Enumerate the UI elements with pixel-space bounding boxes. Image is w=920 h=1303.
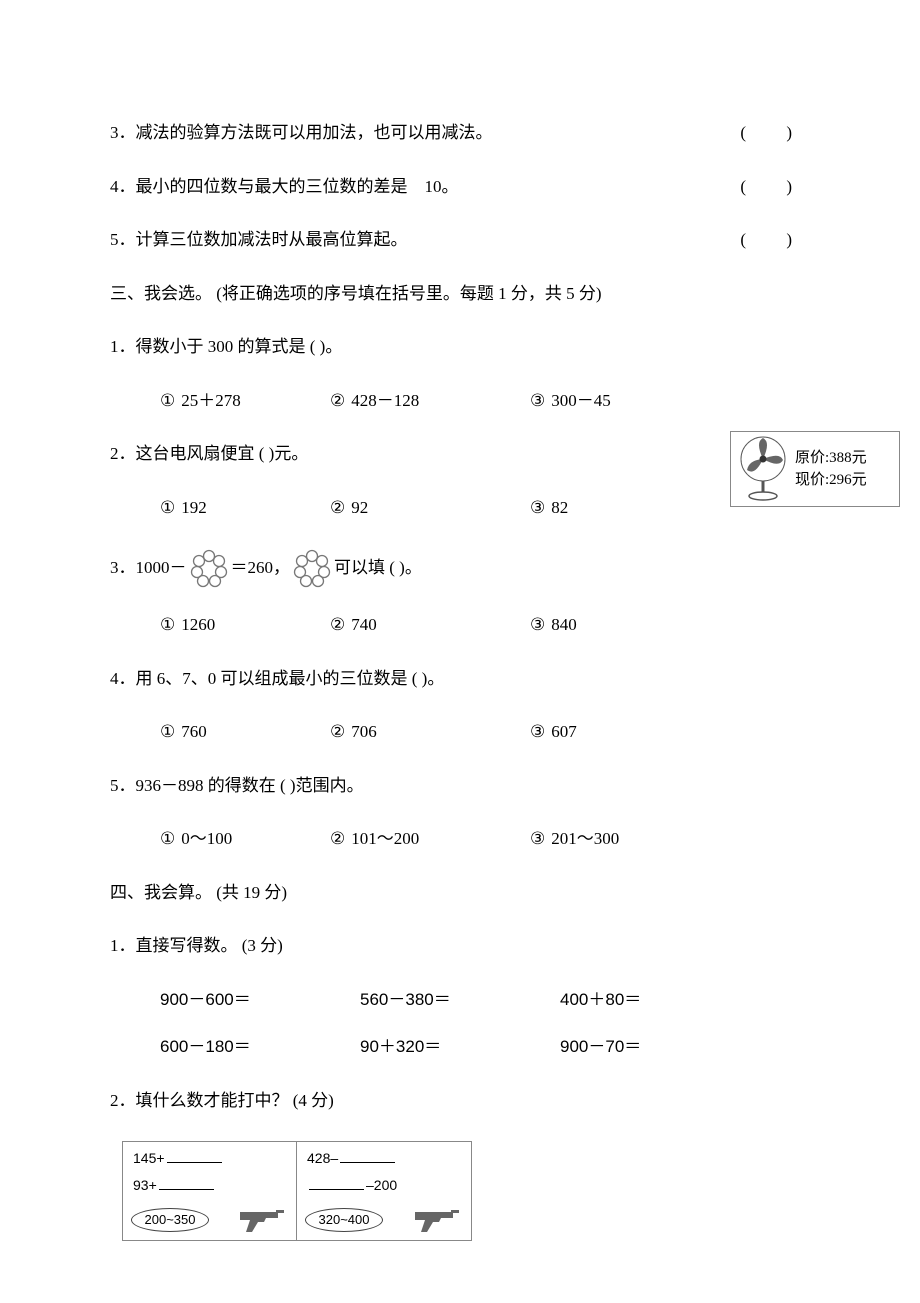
option-2[interactable]: ②428－128 [330,388,530,414]
shoot-box-1: 145+ 93+ 200~350 [122,1141,297,1241]
tf-q5-text: 5．计算三位数加减法时从最高位算起。 [110,227,740,253]
tf-q4-text: 4．最小的四位数与最大的三位数的差是 10。 [110,174,740,200]
calc-cell[interactable]: 900－600＝ [160,987,360,1013]
s3-q5-text: 5．936－898 的得数在 ( )范围内。 [110,773,810,799]
s3-q2-block: 2．这台电风扇便宜 ( )元。 ①192 ②92 ③82 原价:388元 现价:… [110,441,810,520]
flower-icon [292,548,332,588]
s4-q1-text: 1．直接写得数。 (3 分) [110,933,810,959]
s3-q3-options: ①1260 ②740 ③840 [110,612,810,638]
calc-cell[interactable]: 90＋320＝ [360,1034,560,1060]
option-1[interactable]: ①25＋278 [160,388,330,414]
fan-price-box: 原价:388元 现价:296元 [730,431,900,507]
shoot-line-2: 93+ [133,1175,286,1196]
fan-price-text: 原价:388元 现价:296元 [795,447,867,492]
calc-cell[interactable]: 400＋80＝ [560,987,760,1013]
s3-q1-text: 1．得数小于 300 的算式是 ( )。 [110,334,810,360]
shoot-line-1: 428– [307,1148,461,1169]
pistol-icon [413,1206,461,1234]
option-2[interactable]: ②706 [330,719,530,745]
shoot-line-2: –200 [307,1175,461,1196]
target-range: 200~350 [131,1208,209,1232]
fan-icon [735,434,795,504]
tf-question-3: 3．减法的验算方法既可以用加法，也可以用减法。 ( ) [110,120,810,146]
option-3[interactable]: ③82 [530,495,700,521]
s3-q1-options: ①25＋278 ②428－128 ③300－45 [110,388,810,414]
answer-paren[interactable]: ( ) [740,120,810,146]
s3-q2-options: ①192 ②92 ③82 [110,495,810,521]
s3-q4-text: 4．用 6、7、0 可以组成最小的三位数是 ( )。 [110,666,810,692]
option-3[interactable]: ③607 [530,719,700,745]
blank-input[interactable] [159,1178,214,1190]
target-range: 320~400 [305,1208,383,1232]
s3-q2-text: 2．这台电风扇便宜 ( )元。 [110,441,810,467]
s3-q5-options: ①0～100 ②101～200 ③201～300 [110,826,810,852]
current-price: 现价:296元 [795,469,867,492]
pistol-icon [238,1206,286,1234]
calc-cell[interactable]: 560－380＝ [360,987,560,1013]
option-3[interactable]: ③840 [530,612,700,638]
blank-input[interactable] [309,1178,364,1190]
mental-math-grid: 900－600＝ 560－380＝ 400＋80＝ 600－180＝ 90＋32… [110,987,810,1060]
section-3-heading: 三、我会选。 (将正确选项的序号填在括号里。每题 1 分，共 5 分) [110,281,810,307]
answer-paren[interactable]: ( ) [740,227,810,253]
blank-input[interactable] [340,1151,395,1163]
option-2[interactable]: ②101～200 [330,826,530,852]
tf-q3-text: 3．减法的验算方法既可以用加法，也可以用减法。 [110,120,740,146]
option-2[interactable]: ②740 [330,612,530,638]
shooting-boxes: 145+ 93+ 200~350 428– –200 320~400 [122,1141,810,1241]
calc-cell[interactable]: 900－70＝ [560,1034,760,1060]
answer-paren[interactable]: ( ) [740,174,810,200]
original-price: 原价:388元 [795,447,867,470]
flower-icon [189,548,229,588]
section-4-heading: 四、我会算。 (共 19 分) [110,880,810,906]
shoot-box-2: 428– –200 320~400 [297,1141,472,1241]
option-1[interactable]: ①0～100 [160,826,330,852]
option-1[interactable]: ①1260 [160,612,330,638]
s4-q2-text: 2．填什么数才能打中？ (4 分) [110,1088,810,1114]
blank-input[interactable] [167,1151,222,1163]
option-3[interactable]: ③300－45 [530,388,700,414]
option-1[interactable]: ①192 [160,495,330,521]
option-2[interactable]: ②92 [330,495,530,521]
shoot-line-1: 145+ [133,1148,286,1169]
s3-q3-text: 3．1000－ ＝260， 可以填 ( )。 [110,548,810,588]
s3-q4-options: ①760 ②706 ③607 [110,719,810,745]
tf-question-5: 5．计算三位数加减法时从最高位算起。 ( ) [110,227,810,253]
option-3[interactable]: ③201～300 [530,826,700,852]
option-1[interactable]: ①760 [160,719,330,745]
calc-cell[interactable]: 600－180＝ [160,1034,360,1060]
tf-question-4: 4．最小的四位数与最大的三位数的差是 10。 ( ) [110,174,810,200]
